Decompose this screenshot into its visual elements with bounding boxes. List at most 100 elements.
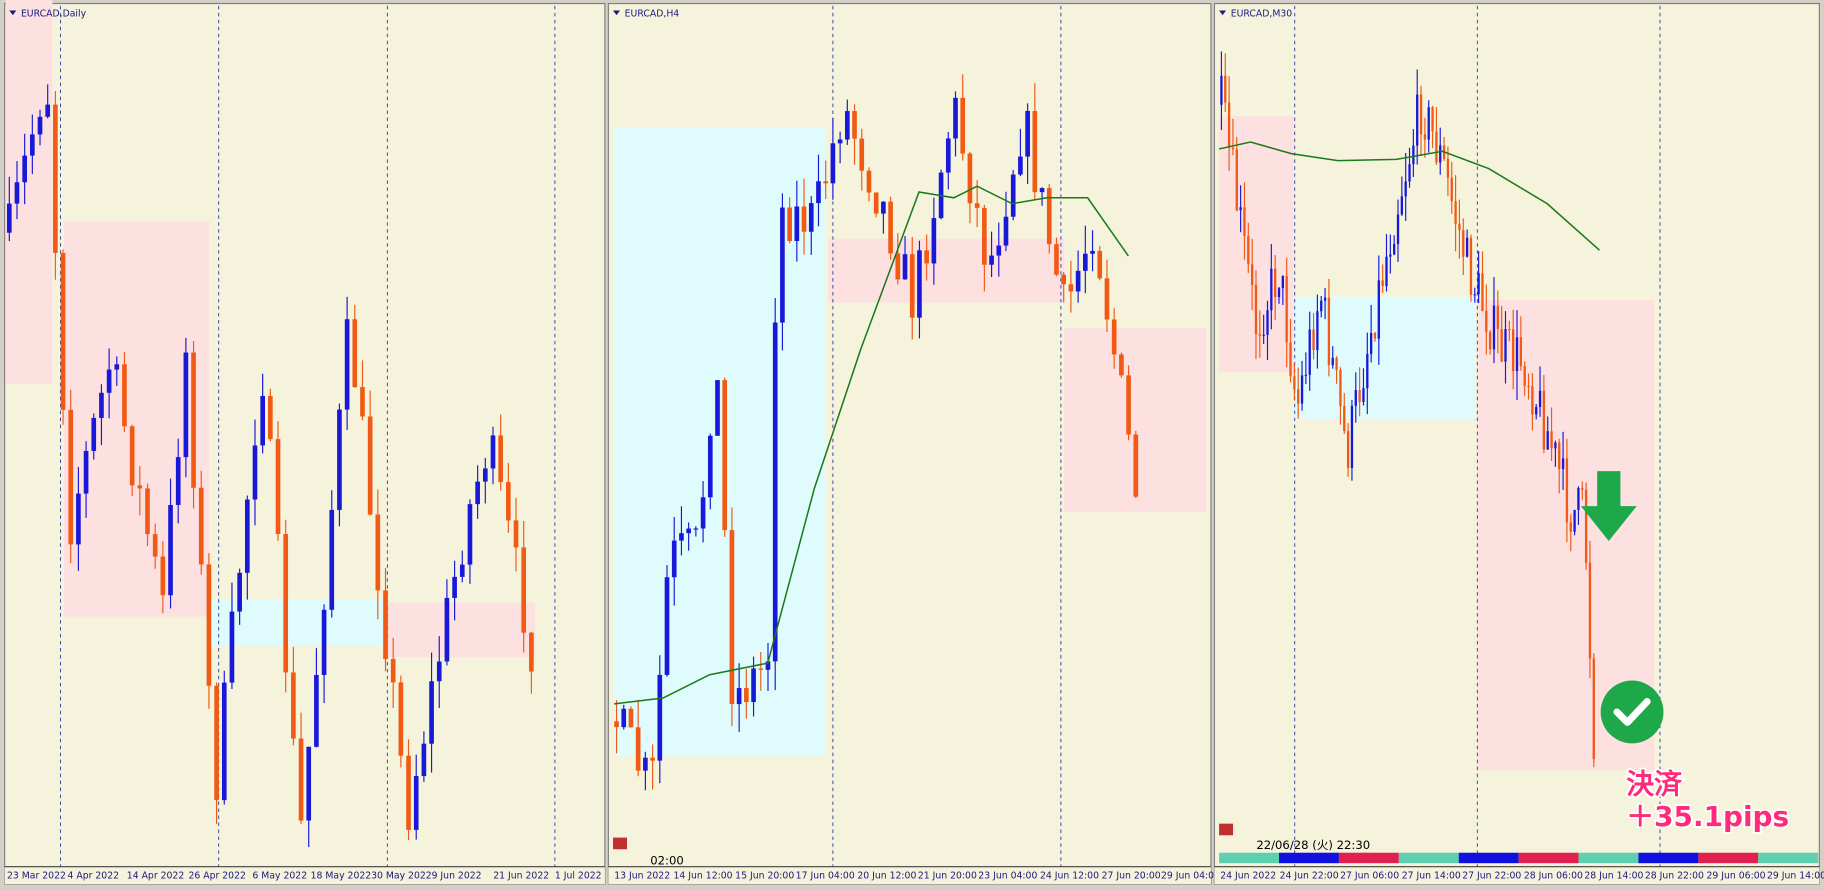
candle-body: [1485, 310, 1488, 333]
candle-body: [909, 254, 915, 318]
candle-body: [1393, 244, 1396, 255]
axis-strip: [4, 866, 605, 885]
signal-bar: [1518, 852, 1579, 864]
zone: [828, 238, 1065, 303]
zone: [614, 128, 826, 757]
x-tick-label: 29 Jun 06:00: [1707, 870, 1766, 881]
candle-body: [367, 416, 373, 515]
x-tick-label: 26 Apr 2022: [188, 870, 245, 881]
signal-bar: [1638, 852, 1699, 864]
moving-average: [1218, 141, 1600, 251]
candle-body: [14, 182, 20, 204]
candle-body: [960, 97, 966, 154]
candle-body: [1054, 244, 1059, 275]
candle-body: [1061, 274, 1067, 285]
candle-body: [329, 509, 335, 610]
candle-body: [1339, 369, 1342, 407]
candle-body: [1496, 305, 1499, 330]
candle-body: [917, 250, 922, 318]
candle-body: [291, 672, 296, 739]
candle-body: [1083, 253, 1088, 271]
panel-title: EURCAD,H4: [625, 8, 680, 19]
x-tick-label: 4 Apr 2022: [67, 870, 119, 881]
zone: [5, 0, 53, 384]
x-tick-label: 27 Jun 20:00: [1102, 870, 1161, 881]
candle-body: [1243, 207, 1246, 237]
candle-body: [1126, 375, 1131, 435]
candle-body: [490, 435, 496, 469]
candle-body: [1046, 188, 1052, 245]
candle-body: [1293, 376, 1296, 390]
candle-body: [1508, 329, 1511, 331]
candle-body: [1504, 329, 1507, 362]
candle-body: [421, 743, 427, 777]
panel-title: EURCAD,M30: [1231, 8, 1293, 19]
candle-body: [715, 380, 720, 436]
candle-body: [772, 322, 778, 662]
candle-body: [91, 417, 97, 451]
panel-title: EURCAD,Daily: [21, 8, 87, 19]
candle-body: [1119, 354, 1124, 376]
candle-body: [1281, 275, 1285, 289]
candle-body: [1335, 357, 1338, 370]
annotation: 決済: [1626, 767, 1683, 800]
signal-bar: [1338, 852, 1399, 864]
candle-body: [160, 556, 166, 596]
candle-body: [823, 181, 829, 184]
x-tick-label: 28 Jun 06:00: [1524, 870, 1583, 881]
candle-body: [1577, 487, 1580, 510]
candle-body: [1535, 407, 1538, 415]
candle-body: [206, 564, 212, 686]
candle-body: [873, 192, 879, 214]
axis-strip: [608, 866, 1211, 885]
candle-body: [765, 661, 771, 670]
candle-body: [152, 534, 158, 557]
candle-body: [902, 254, 908, 280]
candle-body: [1527, 385, 1530, 387]
candle-body: [398, 682, 404, 756]
x-tick-label: 29 Jun 04:00: [1161, 870, 1220, 881]
candle-body: [1435, 131, 1438, 163]
candle-body: [635, 727, 641, 771]
candle-body: [1462, 230, 1465, 257]
chart-panel: EURCAD,Daily 23 Mar 2022 4 Apr 2022 14 Apr …: [4, 0, 606, 885]
candle-body: [801, 206, 807, 232]
candle-body: [1250, 264, 1254, 285]
candle-body: [996, 245, 1002, 256]
candle-body: [45, 104, 51, 117]
candle-body: [252, 445, 258, 500]
candle-body: [1561, 458, 1565, 470]
candle-body: [1565, 458, 1569, 523]
candle-body: [214, 685, 219, 801]
candle-body: [1032, 110, 1038, 193]
candle-body: [1362, 388, 1365, 402]
candle-body: [859, 138, 865, 171]
candle-body: [657, 674, 663, 761]
candle-body: [30, 134, 35, 156]
x-tick-label: 28 Jun 22:00: [1645, 870, 1704, 881]
candle-body: [1224, 75, 1227, 103]
moving-average: [614, 185, 1129, 705]
candle-body: [780, 207, 785, 323]
candle-body: [1231, 147, 1235, 150]
candle-body: [1419, 94, 1423, 135]
candle-body: [1558, 442, 1561, 470]
candle-body: [1400, 196, 1404, 215]
candle-body: [1274, 268, 1277, 298]
candle-body: [68, 409, 74, 545]
candle-body: [1416, 94, 1419, 146]
candle-body: [344, 319, 350, 410]
candle-body: [643, 757, 648, 771]
candle-body: [1323, 297, 1327, 301]
candle-body: [506, 482, 511, 521]
candle-body: [452, 576, 457, 598]
candle-body: [60, 252, 66, 410]
candle-body: [1512, 329, 1515, 372]
candle-body: [1104, 278, 1110, 320]
x-tick-label: 14 Apr 2022: [127, 870, 184, 881]
candle-body: [1584, 489, 1588, 563]
axis-strip: [1214, 866, 1820, 885]
candle-body: [106, 369, 112, 393]
candle-body: [1247, 236, 1250, 265]
